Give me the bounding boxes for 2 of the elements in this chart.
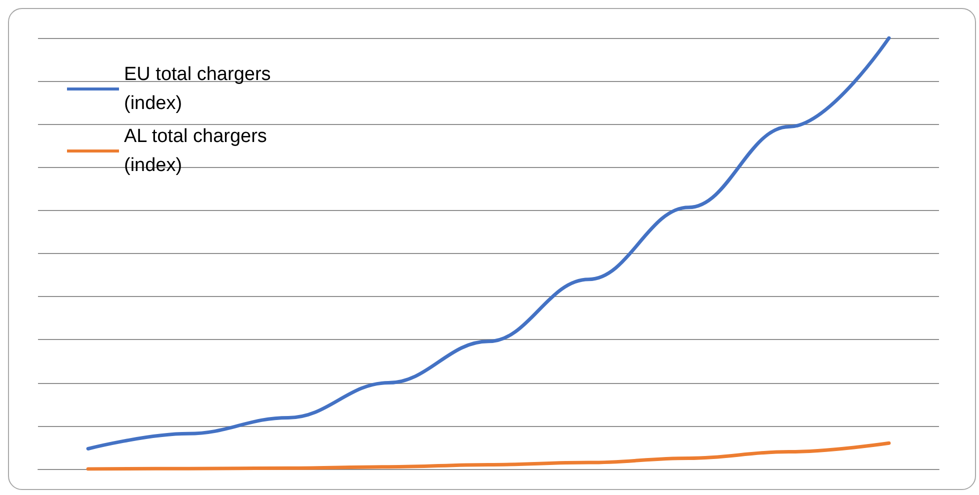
legend-label: EU total chargers (index) xyxy=(124,64,276,114)
legend-label: AL total chargers (index) xyxy=(124,126,272,176)
